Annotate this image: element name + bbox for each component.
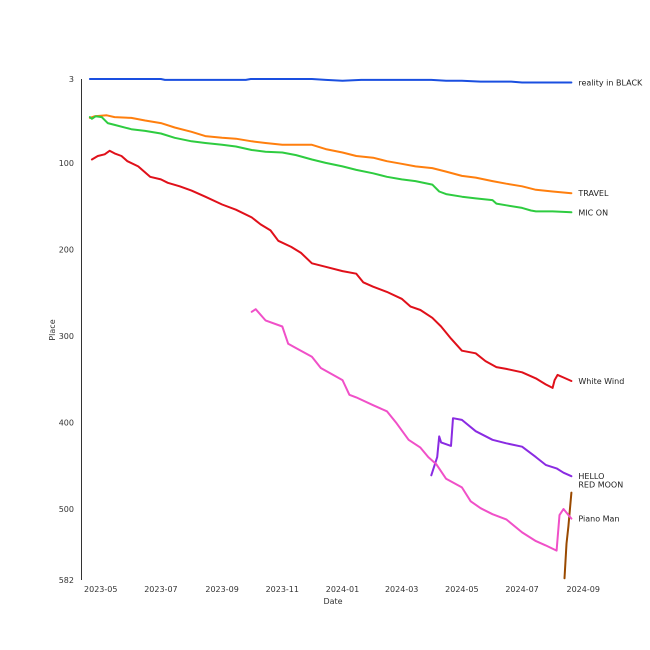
series-lines [88,78,573,580]
series-line [250,308,573,552]
series-line [88,115,573,214]
series-end-label: MIC ON [578,208,608,217]
x-tick-label: 2023-07 [144,585,177,594]
y-tick-label: 100 [59,159,74,168]
x-tick-label: 2024-07 [505,585,538,594]
x-tick-label: 2024-05 [445,585,478,594]
x-axis-title: Date [323,597,342,606]
x-tick-label: 2024-03 [385,585,418,594]
x-tick-label: 2024-09 [567,585,600,594]
x-axis-ticks: 2023-05 2023-07 2023-09 2023-11 2024-01 2024-… [84,585,600,594]
y-axis-title: Place [48,319,57,340]
y-tick-label: 3 [69,75,74,84]
series-line [430,417,573,478]
x-tick-label: 2023-09 [205,585,238,594]
y-tick-label: 400 [59,419,74,428]
series-end-label: TRAVEL [577,189,609,198]
series-end-label: HELLO [578,472,604,481]
series-line [563,491,573,580]
y-axis-ticks: 3 100 200 300 400 500 582 [59,75,74,585]
y-tick-label: 300 [59,332,74,341]
series-end-label: reality in BLACK [578,78,643,87]
series-end-label: RED MOON [578,481,623,490]
series-labels: reality in BLACK TRAVEL MIC ON White Wind HE… [577,78,643,523]
y-tick-label: 500 [59,505,74,514]
x-tick-label: 2023-05 [84,585,117,594]
y-tick-label: 582 [59,576,74,585]
series-line [90,149,573,389]
x-tick-label: 2023-11 [266,585,299,594]
y-tick-label: 200 [59,245,74,254]
series-line [88,114,573,195]
series-line [88,78,573,84]
series-end-label: Piano Man [578,515,619,524]
x-tick-label: 2024-01 [326,585,359,594]
series-end-label: White Wind [578,377,624,386]
